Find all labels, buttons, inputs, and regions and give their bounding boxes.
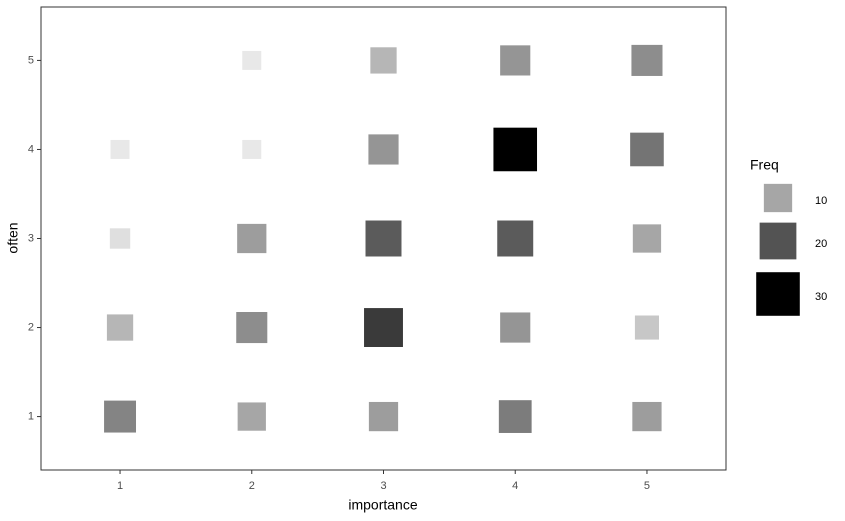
legend-title: Freq	[750, 157, 779, 173]
point	[500, 312, 531, 343]
point	[368, 134, 399, 165]
x-tick-label: 2	[249, 480, 255, 492]
y-tick-label: 2	[28, 321, 34, 333]
y-tick-label: 1	[28, 410, 34, 422]
point	[368, 401, 399, 432]
point	[498, 400, 532, 433]
x-tick-label: 5	[644, 480, 650, 492]
point	[365, 220, 402, 257]
legend-key	[759, 222, 797, 260]
point	[370, 47, 397, 74]
x-tick-label: 3	[380, 480, 386, 492]
y-tick-label: 3	[28, 232, 34, 244]
point	[242, 139, 262, 159]
point	[634, 315, 660, 340]
y-tick-label: 4	[28, 143, 34, 155]
point	[104, 400, 137, 433]
point	[364, 308, 403, 347]
point	[631, 44, 663, 76]
point	[236, 312, 268, 344]
point	[632, 224, 662, 253]
point	[497, 220, 534, 257]
y-tick-label: 5	[28, 54, 34, 66]
x-axis-title: importance	[348, 497, 417, 513]
point	[237, 223, 267, 254]
legend-key	[763, 183, 793, 213]
point	[237, 402, 266, 431]
y-axis-title: often	[5, 222, 21, 253]
point	[106, 314, 134, 341]
point	[110, 139, 130, 159]
x-tick-label: 4	[512, 480, 518, 492]
point	[500, 45, 531, 76]
point	[632, 401, 662, 432]
point	[109, 228, 131, 249]
legend-label: 10	[815, 195, 827, 207]
point	[630, 132, 664, 167]
legend-key	[756, 272, 800, 316]
point	[242, 50, 262, 70]
point	[493, 127, 538, 172]
legend-label: 20	[815, 238, 827, 250]
x-tick-label: 1	[117, 480, 123, 492]
legend-label: 30	[815, 291, 827, 303]
